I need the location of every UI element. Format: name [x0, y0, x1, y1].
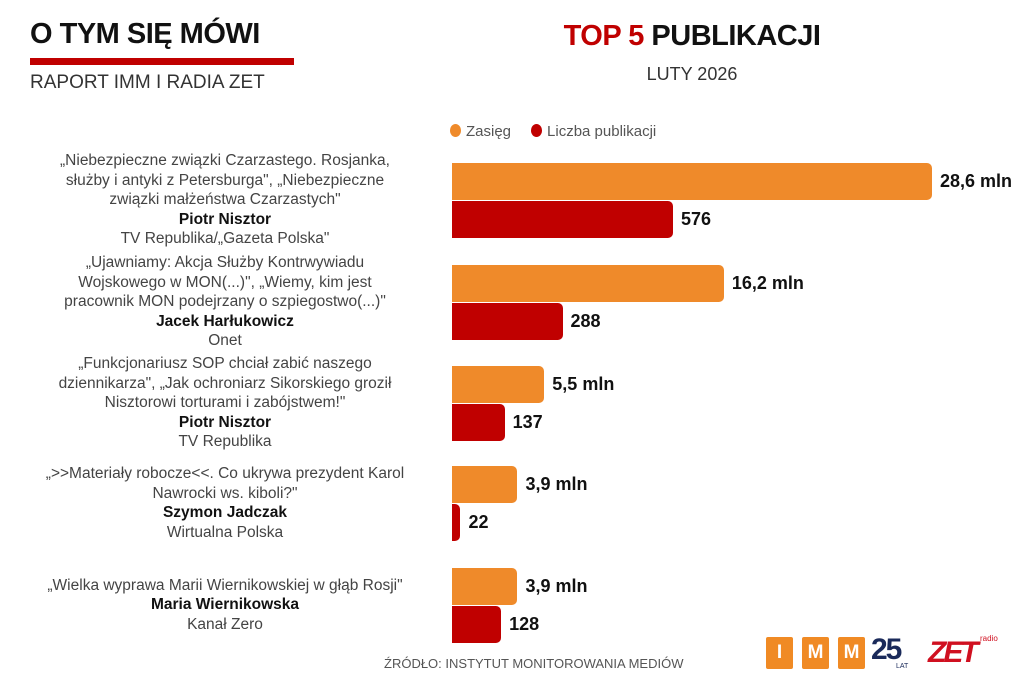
outlet: Wirtualna Polska [166, 523, 284, 541]
publication-title-line: „Ujawniamy: Akcja Służby Kontrwywiadu [85, 254, 365, 272]
author: Piotr Nisztor [178, 413, 272, 431]
outlet: TV Republika [178, 433, 272, 451]
value-label-count: 128 [509, 614, 540, 634]
legend-item-count: Liczba publikacji [531, 123, 656, 140]
radio-zet-radio-text: radio [980, 634, 998, 643]
category-label: „Wielka wyprawa Marii Wiernikowskiej w g… [0, 576, 450, 635]
source-note: ŹRÓDŁO: INSTYTUT MONITOROWANIA MEDIÓW [384, 656, 684, 671]
value-label-count: 137 [512, 412, 543, 432]
imm-logo-letter: I [766, 637, 793, 669]
value-label-count: 22 [468, 512, 489, 532]
chart-title-red: TOP 5 [563, 20, 645, 52]
value-label-count: 288 [570, 311, 601, 331]
outlet: TV Republika/„Gazeta Polska" [120, 230, 330, 248]
legend-label: Zasięg [466, 123, 512, 140]
bar-count [452, 606, 502, 643]
legend-item-reach: Zasięg [450, 123, 511, 140]
imm-logo-letter: M [838, 637, 865, 669]
bar-reach [452, 568, 518, 605]
value-label-reach: 3,9 mln [525, 576, 588, 596]
publication-title-line: służby i antyki z Petersburga", „Niebezp… [65, 171, 385, 189]
value-label-count: 576 [681, 209, 712, 229]
publication-title-line: Nisztorowi torturami i zabójstwem!" [104, 394, 346, 412]
publication-title-line: „Wielka wyprawa Marii Wiernikowskiej w g… [47, 576, 403, 594]
author: Piotr Nisztor [178, 210, 272, 228]
category-label: „Niebezpieczne związki Czarzastego. Rosj… [0, 151, 450, 249]
chart-title-black: PUBLIKACJI [651, 20, 821, 52]
imm-lat-text: LAT [896, 663, 909, 670]
legend-label: Liczba publikacji [547, 123, 657, 140]
author: Maria Wiernikowska [150, 596, 300, 614]
publication-title-line: „Funkcjonariusz SOP chciał zabić naszego [78, 355, 372, 373]
publication-title-line: dziennikarza", „Jak ochroniarz Sikorskie… [58, 374, 392, 392]
outlet: Onet [208, 332, 242, 350]
outlet: Kanał Zero [187, 615, 263, 633]
publication-title-line: Wojskowego w MON(...)", „Wiemy, kim jest [78, 273, 372, 291]
chart-period: LUTY 2026 [646, 64, 738, 84]
publication-title-line: pracownik MON podejrzany o szpiegostwo(.… [64, 293, 386, 311]
bar-count [452, 504, 461, 541]
legend-dot-reach [450, 124, 461, 137]
publication-title-line: „>>Materiały robocze<<. Co ukrywa prezyd… [45, 465, 405, 482]
author: Jacek Harłukowicz [156, 312, 294, 330]
bar-count [452, 303, 563, 340]
radio-zet-logo: ZET [928, 636, 979, 669]
bar-reach [452, 163, 932, 200]
bar-reach [452, 265, 724, 302]
author: Szymon Jadczak [162, 504, 288, 521]
value-label-reach: 5,5 mln [552, 374, 615, 394]
bar-count [452, 404, 505, 441]
value-label-reach: 28,6 mln [940, 171, 1013, 191]
value-label-reach: 3,9 mln [525, 474, 588, 494]
publication-title-line: „Niebezpieczne związki Czarzastego. Rosj… [60, 152, 390, 170]
chart-title: TOP 5 PUBLIKACJI [440, 20, 944, 53]
publication-title-line: związki małżeństwa Czarzastych" [109, 191, 341, 209]
imm-25-logo: 25 [871, 633, 902, 666]
bar-reach [452, 366, 545, 403]
category-label: „Ujawniamy: Akcja Służby Kontrwywiadu Woj… [0, 253, 450, 351]
publication-title-line: Nawrocki ws. kiboli?" [152, 484, 298, 502]
category-label: „Funkcjonariusz SOP chciał zabić naszego… [0, 354, 450, 452]
bar-count [452, 201, 673, 238]
title-underline [30, 58, 294, 65]
bar-reach [452, 466, 518, 503]
legend-dot-count [531, 124, 543, 137]
value-label-reach: 16,2 mln [731, 273, 804, 293]
legend: Zasięg Liczba publikacji [450, 123, 656, 140]
header-subtitle: RAPORT IMM I RADIA ZET [30, 72, 265, 93]
category-label: „>>Materiały robocze<<. Co ukrywa prezyd… [0, 464, 450, 542]
imm-logo-letter: M [802, 637, 829, 669]
header-title: O TYM SIĘ MÓWI [30, 18, 260, 50]
